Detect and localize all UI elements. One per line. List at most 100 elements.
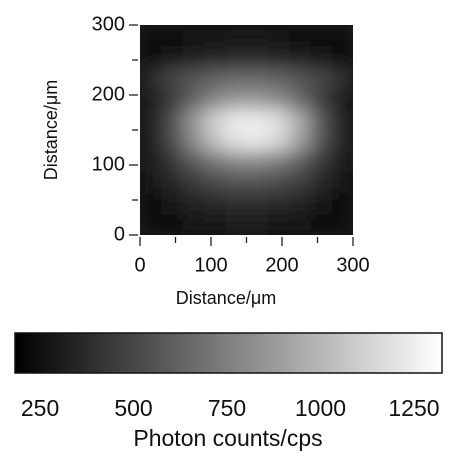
heatmap-cell [225, 151, 247, 173]
heatmap-cell [331, 172, 353, 194]
heatmap-cell [331, 88, 353, 110]
heatmap-cell [289, 67, 311, 89]
heatmap-cell [289, 109, 311, 131]
heatmap-cell [331, 214, 353, 235]
colorbar-label: Photon counts/cps [133, 425, 322, 451]
heatmap-cell [246, 88, 269, 110]
heatmap-cell [182, 88, 205, 110]
heatmap-cell [225, 88, 247, 110]
heatmap-cell [182, 172, 205, 194]
heatmap-cell [267, 214, 290, 235]
y-tick-label: 100 [92, 153, 125, 175]
heatmap-cell [161, 88, 184, 110]
heatmap-cell [140, 46, 162, 68]
heatmap-cell [246, 214, 269, 235]
x-tick-label: 0 [134, 254, 145, 276]
heatmap-cell [225, 25, 247, 47]
heatmap-cell [161, 109, 184, 131]
heatmap-cell [289, 214, 311, 235]
heatmap-cell [310, 214, 333, 235]
heatmap-cell [203, 193, 226, 215]
heatmap-cell [331, 193, 353, 215]
heatmap-cell [140, 109, 162, 131]
heatmap-cell [225, 214, 247, 235]
heatmap-cell [140, 67, 162, 89]
heatmap-cell [246, 130, 269, 152]
heatmap-cell [203, 46, 226, 68]
heatmap-cell [182, 151, 205, 173]
heatmap-cell [140, 172, 162, 194]
heatmap-cell [310, 46, 333, 68]
heatmap-cell [203, 151, 226, 173]
heatmap-cell [267, 109, 290, 131]
heatmap-cell [331, 67, 353, 89]
colorbar-tick-label: 500 [114, 395, 152, 421]
heatmap-cell [267, 67, 290, 89]
heatmap-cell [267, 25, 290, 47]
heatmap-cell [289, 46, 311, 68]
colorbar [14, 332, 443, 374]
heatmap-cell [140, 88, 162, 110]
heatmap-cell [182, 67, 205, 89]
heatmap-cell [203, 67, 226, 89]
heatmap-cell [310, 25, 333, 47]
heatmap-cell [246, 46, 269, 68]
y-tick-label: 200 [92, 83, 125, 105]
heatmap-cell [267, 193, 290, 215]
heatmap-cells [140, 25, 353, 235]
heatmap-cell [161, 130, 184, 152]
heatmap-cell [246, 193, 269, 215]
heatmap-cell [161, 214, 184, 235]
heatmap-cell [182, 46, 205, 68]
x-tick-label: 100 [194, 254, 227, 276]
heatmap-cell [182, 214, 205, 235]
heatmap-cell [246, 25, 269, 47]
heatmap-cell [289, 25, 311, 47]
heatmap-cell [331, 46, 353, 68]
heatmap-cell [267, 172, 290, 194]
x-tick-label: 300 [336, 254, 369, 276]
heatmap-cell [331, 25, 353, 47]
heatmap-cell [289, 151, 311, 173]
heatmap-cell [161, 67, 184, 89]
heatmap-cell [182, 193, 205, 215]
colorbar-tick-label: 250 [21, 395, 59, 421]
heatmap-cell [267, 151, 290, 173]
heatmap-cell [310, 67, 333, 89]
heatmap-cell [246, 109, 269, 131]
heatmap-cell [246, 67, 269, 89]
heatmap-cell [246, 172, 269, 194]
heatmap-cell [225, 109, 247, 131]
heatmap-cell [203, 130, 226, 152]
heatmap-cell [225, 130, 247, 152]
heatmap-cell [267, 130, 290, 152]
heatmap-cell [182, 25, 205, 47]
heatmap-cell [331, 151, 353, 173]
heatmap-cell [331, 109, 353, 131]
colorbar-tick-label: 1000 [295, 395, 346, 421]
x-axis-label: Distance/μm [176, 288, 276, 308]
heatmap-cell [161, 151, 184, 173]
y-tick-label: 300 [92, 13, 125, 35]
heatmap-cell [161, 25, 184, 47]
heatmap-cell [289, 193, 311, 215]
heatmap-cell [289, 172, 311, 194]
heatmap-cell [267, 88, 290, 110]
y-axis-label: Distance/μm [41, 80, 61, 180]
heatmap-cell [182, 130, 205, 152]
heatmap-cell [310, 88, 333, 110]
heatmap-cell [225, 46, 247, 68]
heatmap-cell [140, 25, 162, 47]
heatmap-cell [289, 130, 311, 152]
heatmap-cell [161, 46, 184, 68]
heatmap-cell [140, 214, 162, 235]
heatmap-cell [203, 172, 226, 194]
heatmap-cell [140, 151, 162, 173]
colorbar-tick-label: 1250 [388, 395, 439, 421]
heatmap-cell [225, 172, 247, 194]
y-tick-label: 0 [114, 223, 125, 245]
heatmap-cell [140, 130, 162, 152]
heatmap-cell [225, 193, 247, 215]
heatmap-cell [203, 25, 226, 47]
